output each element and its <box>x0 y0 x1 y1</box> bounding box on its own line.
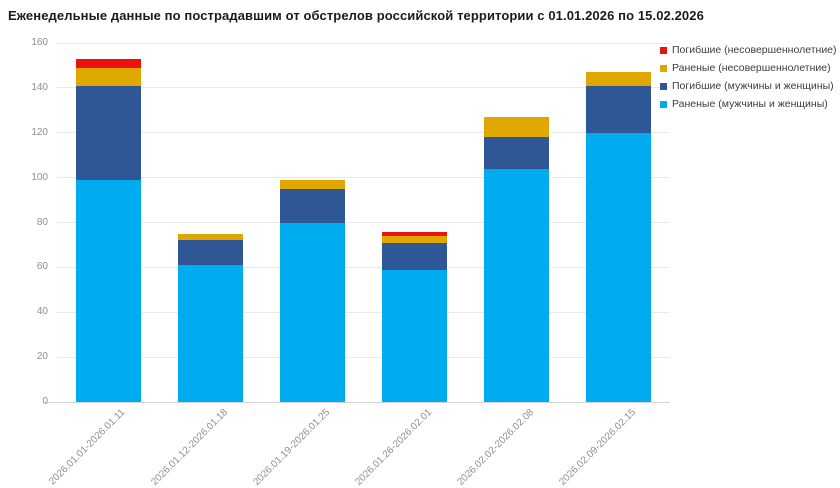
x-tick-label: 2026.01.19-2026.01.25 <box>251 407 333 488</box>
legend-swatch-icon <box>660 64 667 72</box>
y-tick-label: 60 <box>36 261 48 273</box>
legend-label: Погибшие (мужчины и женщины) <box>672 80 834 92</box>
bar-segment <box>279 179 345 189</box>
bar-segment <box>382 269 448 402</box>
bar <box>75 58 141 402</box>
bar-segment <box>382 231 448 236</box>
gridline <box>57 177 670 179</box>
y-tick-label: 0 <box>42 396 48 407</box>
gridline <box>57 266 670 268</box>
bar-segment <box>75 179 141 402</box>
x-tick-label: 2026.01.26-2026.02.01 <box>353 407 435 488</box>
plot-area <box>45 42 670 403</box>
bar-segment <box>586 132 652 402</box>
gridline <box>57 311 670 313</box>
bar-segment <box>484 117 550 138</box>
bar-segment <box>586 72 652 86</box>
y-tick-label: 20 <box>36 351 48 363</box>
bar <box>586 72 652 402</box>
y-tick-label: 140 <box>31 81 48 93</box>
legend-swatch-icon <box>660 100 667 108</box>
y-tick-label: 160 <box>31 37 48 48</box>
bar-segment <box>177 233 243 241</box>
gridline <box>57 222 670 223</box>
y-tick-label: 100 <box>31 171 48 183</box>
bar <box>177 233 243 402</box>
bar-segment <box>484 137 550 169</box>
bar <box>279 179 345 402</box>
legend-item: Раненые (мужчины и женщины) <box>660 95 837 113</box>
bar-segment <box>279 188 345 223</box>
x-tick-label: 2026.02.02-2026.02.08 <box>455 407 537 488</box>
gridline <box>57 87 670 89</box>
x-axis-line <box>45 401 670 403</box>
x-tick-label: 2026.02.09-2026.02.15 <box>557 407 639 488</box>
y-tick-label: 40 <box>36 306 48 318</box>
bar-segment <box>75 85 141 180</box>
y-tick-label: 120 <box>31 126 48 138</box>
y-tick-label: 80 <box>36 216 48 228</box>
legend-swatch-icon <box>660 82 667 90</box>
bar-segment <box>586 85 652 133</box>
legend-item: Погибшие (несовершеннолетние) <box>660 41 837 59</box>
x-tick-label: 2026.01.12-2026.01.18 <box>149 407 231 488</box>
bar <box>382 231 448 402</box>
bar-segment <box>177 240 243 266</box>
bar-segment <box>177 265 243 402</box>
bar-segment <box>382 235 448 243</box>
gridline <box>57 132 670 134</box>
bar-segment <box>75 58 141 68</box>
legend-label: Раненые (мужчины и женщины) <box>672 98 828 110</box>
legend-item: Раненые (несовершеннолетние) <box>660 59 837 77</box>
x-tick-label: 2026.01.01-2026.01.11 <box>47 407 128 488</box>
legend-label: Раненые (несовершеннолетние) <box>672 62 831 74</box>
bar-segment <box>484 168 550 402</box>
chart-title: Еженедельные данные по пострадавшим от о… <box>8 8 704 23</box>
bar <box>484 117 550 402</box>
legend-label: Погибшие (несовершеннолетние) <box>672 44 837 56</box>
legend-swatch-icon <box>660 46 667 54</box>
legend: Погибшие (несовершеннолетние) Раненые (не… <box>660 41 837 113</box>
bar-segment <box>75 67 141 86</box>
gridline <box>57 356 670 358</box>
legend-item: Погибшие (мужчины и женщины) <box>660 77 837 95</box>
gridline <box>57 42 670 44</box>
bar-segment <box>382 242 448 270</box>
bar-segment <box>279 222 345 402</box>
